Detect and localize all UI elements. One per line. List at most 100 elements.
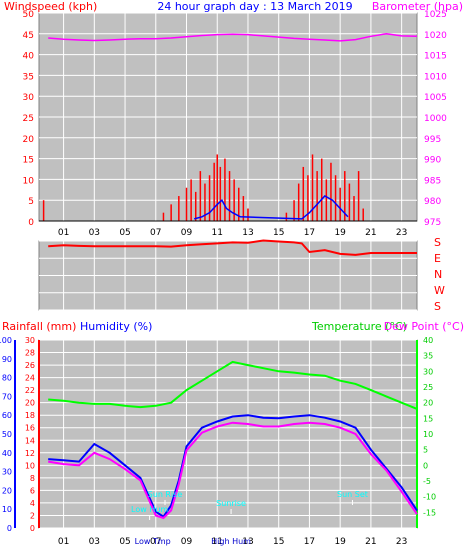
time-tick-label: 09 [181, 537, 193, 547]
temp-time-axis-ticks: 01 03 05 07 09 11 13 15 17 19 21 23 [58, 537, 408, 547]
temperature-tick-label: -5 [423, 477, 431, 486]
event-annotation-label: Low Tmp [135, 537, 171, 546]
compass-label: N [434, 268, 442, 281]
graph-title: 24 hour graph day : 13 March 2019 [157, 0, 352, 13]
temperature-tick-label: 0 [423, 461, 428, 470]
temperature-tick-label: 35 [423, 352, 433, 361]
event-annotation-label: High Hum [211, 537, 251, 546]
time-tick-label: 01 [58, 228, 69, 238]
barometer-tick-label: 1020 [424, 31, 447, 41]
wind-tick-label: 15 [23, 156, 34, 166]
time-tick-label: 13 [242, 228, 253, 238]
dewpoint-axis-title: Dew Point (°C) [384, 320, 464, 333]
humidity-dew-line [48, 421, 418, 520]
barometer-tick-label: 995 [424, 135, 441, 145]
humidity-line [48, 414, 418, 519]
time-tick-label: 09 [181, 228, 193, 238]
rainfall-tick-label: 10 [25, 461, 35, 470]
temperature-tick-label: 40 [423, 336, 433, 345]
barometer-axis-title: Barometer (hpa) [372, 0, 463, 13]
barometer-tick-label: 1005 [424, 93, 447, 103]
barometer-tick-label: 990 [424, 156, 441, 166]
barometer-axis-ticks: 975 980 985 990 995 1000 1005 1010 1015 1020 1025 [424, 10, 447, 228]
rainfall-tick-label: 16 [25, 424, 35, 433]
wind-axis-ticks: 0 5 10 15 20 25 30 35 40 45 50 [23, 10, 35, 228]
rainfall-tick-label: 22 [25, 386, 35, 395]
event-annotations: Low Tmp Low Hum Sun Rise High Hum Sunrise Sun… [131, 490, 368, 552]
barometer-tick-label: 975 [424, 218, 441, 228]
time-tick-label: 15 [273, 537, 284, 547]
temperature-tick-label: 20 [423, 399, 433, 408]
humidity-axis-title: Humidity (%) [80, 320, 152, 333]
wind-direction-grid [39, 240, 417, 311]
rainfall-axis-title: Rainfall (mm) [2, 320, 76, 333]
wind-tick-label: 5 [28, 197, 34, 207]
humidity-axis-ticks: 0 10 20 30 40 50 60 70 80 90 100 [0, 336, 12, 533]
rainfall-tick-label: 2 [30, 511, 35, 520]
compass-label: S [434, 300, 441, 313]
barometer-line [48, 33, 418, 42]
rainfall-tick-label: 18 [25, 411, 35, 420]
event-annotation-label: Low Hum [131, 505, 168, 514]
humidity-tick-label: 30 [2, 468, 12, 477]
event-annotation-label: Sun Set [337, 490, 368, 499]
wind-time-axis-ticks: 01 03 05 07 09 11 13 15 17 19 21 23 [58, 228, 408, 238]
temperature-tick-label: 25 [423, 383, 433, 392]
compass-label: W [434, 284, 445, 297]
temperature-axis-ticks: -15 -10 -5 0 5 10 15 20 25 30 35 40 [423, 336, 436, 517]
wind-direction-series [48, 239, 417, 256]
temperature-tick-label: 15 [423, 414, 433, 423]
barometer-tick-label: 985 [424, 176, 441, 186]
humidity-tick-label: 10 [2, 505, 12, 514]
time-tick-label: 15 [273, 228, 284, 238]
time-tick-label: 19 [334, 537, 346, 547]
rainfall-tick-label: 4 [30, 499, 35, 508]
time-tick-label: 05 [119, 537, 130, 547]
wind-axis-title: Windspeed (kph) [4, 0, 97, 13]
temperature-tick-label: -15 [423, 508, 436, 517]
temperature-tick-label: 5 [423, 446, 428, 455]
time-tick-label: 07 [150, 537, 161, 547]
rainfall-tick-label: 6 [30, 486, 35, 495]
temperature-tick-label: 30 [423, 367, 433, 376]
humidity-tick-label: 20 [2, 486, 12, 495]
wind-tick-label: 0 [28, 218, 34, 228]
barometer-tick-label: 1010 [424, 72, 447, 82]
temperature-axis-title: Temperature (°C) [311, 320, 407, 333]
temperature-tick-label: 10 [423, 430, 433, 439]
wind-baro-series [42, 33, 418, 221]
rainfall-tick-label: 14 [25, 436, 35, 445]
wind-baro-grid [39, 12, 417, 222]
time-tick-label: 11 [212, 228, 223, 238]
wind-tick-label: 50 [23, 10, 35, 20]
time-tick-label: 01 [58, 537, 69, 547]
event-annotation-label: Sunrise [216, 499, 246, 508]
humidity-tick-label: 40 [2, 449, 12, 458]
rainfall-tick-label: 8 [30, 474, 35, 483]
humidity-tick-label: 100 [0, 336, 12, 345]
rainfall-tick-label: 12 [25, 449, 35, 458]
time-tick-label: 03 [89, 537, 100, 547]
barometer-tick-label: 1025 [424, 10, 447, 20]
time-tick-label: 11 [212, 537, 223, 547]
time-tick-label: 07 [150, 228, 161, 238]
rainfall-tick-label: 28 [25, 349, 35, 358]
rainfall-tick-label: 0 [30, 524, 35, 533]
time-tick-label: 23 [396, 228, 407, 238]
barometer-tick-label: 1000 [424, 114, 447, 124]
wind-tick-label: 45 [23, 31, 34, 41]
wind-direction-line [48, 239, 417, 256]
time-tick-label: 03 [89, 228, 100, 238]
wind-tick-label: 10 [23, 176, 35, 186]
time-tick-label: 13 [242, 537, 253, 547]
event-annotation-label: Sun Rise [148, 490, 183, 499]
humidity-tick-label: 70 [2, 392, 12, 401]
wind-speed-line [194, 195, 349, 220]
compass-label: S [434, 236, 441, 249]
rainfall-line [48, 360, 418, 410]
time-tick-label: 21 [365, 537, 376, 547]
barometer-tick-label: 1015 [424, 52, 447, 62]
